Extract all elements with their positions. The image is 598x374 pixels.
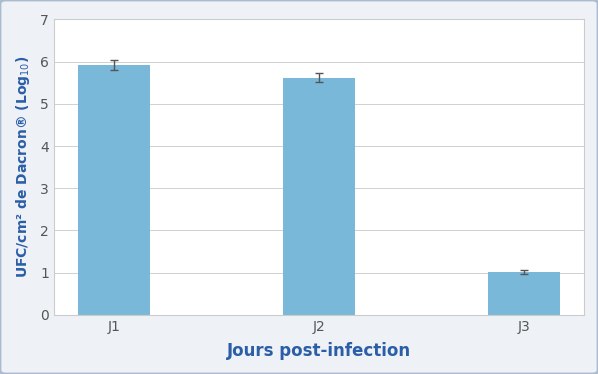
- Bar: [283, 78, 355, 315]
- Bar: [488, 272, 560, 315]
- Bar: [78, 65, 150, 315]
- X-axis label: Jours post-infection: Jours post-infection: [227, 342, 411, 360]
- Y-axis label: UFC/cm² de Dacron® (Log$_{10}$): UFC/cm² de Dacron® (Log$_{10}$): [14, 56, 32, 278]
